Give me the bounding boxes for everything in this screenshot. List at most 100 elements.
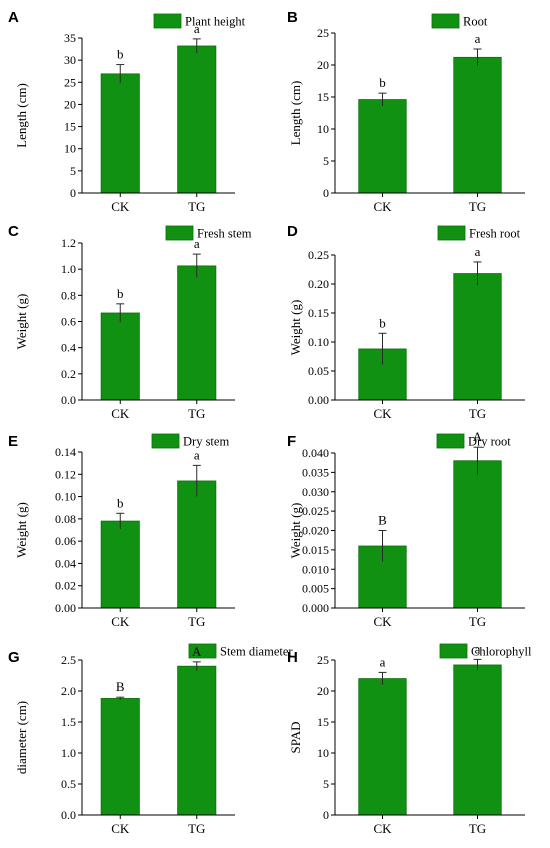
legend-label: Fresh root xyxy=(469,227,521,241)
y-tick-label: 0.4 xyxy=(61,341,76,355)
bar-tg xyxy=(177,45,217,194)
chart-panel-c: C Fresh stem b CK a TG 0.0 0.2 0.4 0.6 0.8 1.0 1.2 We… xyxy=(8,223,252,421)
chart-panel-e: E Dry stem b CK a TG 0.00 0.02 0.04 0.06 0.08 0.10 0… xyxy=(8,433,235,629)
y-tick-label: 5 xyxy=(323,154,329,168)
y-tick-label: 0.05 xyxy=(308,364,329,378)
significance-label: b xyxy=(379,315,386,330)
x-tick-label: CK xyxy=(373,199,392,214)
x-tick-label: TG xyxy=(188,406,205,421)
legend-swatch xyxy=(165,225,194,241)
significance-label: b xyxy=(117,495,124,510)
chart-panel-a: A Plant height b CK a TG 0 5 10 15 20 25 30 35 Length … xyxy=(8,9,246,214)
y-tick-label: 0.010 xyxy=(302,562,329,576)
y-tick-label: 1.5 xyxy=(61,715,76,729)
panel-letter: F xyxy=(287,433,296,450)
y-axis-title: Weight (g) xyxy=(288,503,303,559)
panel-letter: G xyxy=(8,649,20,666)
y-tick-label: 0.035 xyxy=(302,465,329,479)
y-tick-label: 0.00 xyxy=(55,601,76,615)
significance-label: A xyxy=(473,429,483,444)
x-tick-label: TG xyxy=(469,614,486,629)
x-tick-label: CK xyxy=(111,821,130,836)
legend-swatch xyxy=(439,643,468,659)
y-axis-title: Weight (g) xyxy=(14,502,29,558)
y-tick-label: 0 xyxy=(70,186,76,200)
panel-letter: E xyxy=(8,433,18,450)
bar-tg xyxy=(453,56,502,194)
legend-swatch xyxy=(153,13,182,29)
bar-ck xyxy=(358,99,407,194)
x-tick-label: CK xyxy=(373,406,392,421)
significance-label: B xyxy=(378,513,387,528)
y-tick-label: 0.06 xyxy=(55,534,76,548)
y-tick-label: 1.2 xyxy=(61,236,76,250)
legend-swatch xyxy=(436,433,465,449)
significance-label: a xyxy=(475,641,481,656)
x-tick-label: TG xyxy=(469,406,486,421)
y-tick-label: 20 xyxy=(317,684,329,698)
y-tick-label: 0.15 xyxy=(308,306,329,320)
bar-tg xyxy=(177,480,217,609)
y-tick-label: 30 xyxy=(64,53,76,67)
y-tick-label: 0.6 xyxy=(61,315,76,329)
x-tick-label: TG xyxy=(188,199,205,214)
y-tick-label: 5 xyxy=(70,164,76,178)
chart-panel-f: F Dry root B CK A TG 0.000 0.005 0.010 0.015 0.020… xyxy=(287,429,525,629)
y-axis-title: SPAD xyxy=(288,721,303,753)
y-axis-title: diameter (cm) xyxy=(14,701,29,774)
y-axis-title: Weight (g) xyxy=(288,300,303,356)
significance-label: A xyxy=(192,644,202,659)
y-tick-label: 0.14 xyxy=(55,445,76,459)
legend-swatch xyxy=(151,433,180,449)
y-axis-title: Length (cm) xyxy=(14,83,29,148)
panel-letter: B xyxy=(287,9,298,26)
y-tick-label: 0.040 xyxy=(302,446,329,460)
y-tick-label: 0.2 xyxy=(61,367,76,381)
panel-letter: A xyxy=(8,9,19,26)
x-tick-label: TG xyxy=(188,821,205,836)
y-tick-label: 2.0 xyxy=(61,684,76,698)
significance-label: B xyxy=(116,679,125,694)
chart-panel-b: B Root b CK a TG 0 5 10 15 20 25 Length (cm) xyxy=(287,9,525,214)
x-tick-label: CK xyxy=(373,821,392,836)
y-tick-label: 1.0 xyxy=(61,746,76,760)
y-axis-title: Length (cm) xyxy=(288,81,303,146)
y-tick-label: 0.04 xyxy=(55,556,76,570)
bar-ck xyxy=(100,698,140,816)
legend-label: Dry stem xyxy=(183,435,229,449)
y-tick-label: 2.5 xyxy=(61,653,76,667)
y-tick-label: 0.08 xyxy=(55,512,76,526)
bar-tg xyxy=(453,273,502,401)
y-tick-label: 0.0 xyxy=(61,393,76,407)
chart-panel-d: D Fresh root b CK a TG 0.00 0.05 0.10 0.15 0.20 0.2… xyxy=(287,223,525,421)
y-tick-label: 15 xyxy=(317,90,329,104)
y-tick-label: 5 xyxy=(323,777,329,791)
y-tick-label: 25 xyxy=(317,26,329,40)
legend-label: Root xyxy=(463,15,488,29)
y-tick-label: 15 xyxy=(317,715,329,729)
legend-label: Chlorophyll xyxy=(471,645,532,659)
significance-label: a xyxy=(194,447,200,462)
x-tick-label: CK xyxy=(111,406,130,421)
bar-tg xyxy=(177,665,217,816)
y-tick-label: 10 xyxy=(317,746,329,760)
y-tick-label: 20 xyxy=(317,58,329,72)
x-tick-label: TG xyxy=(469,821,486,836)
bar-tg xyxy=(453,460,502,609)
bar-tg xyxy=(177,265,217,401)
panel-letter: H xyxy=(287,649,298,666)
chart-panel-g: G Stem diameter B CK A TG 0.0 0.5 1.0 1.5 2.0 2.5 di… xyxy=(8,643,293,836)
y-axis-title: Weight (g) xyxy=(14,294,29,350)
x-tick-label: TG xyxy=(188,614,205,629)
panel-letter: C xyxy=(8,223,19,240)
y-tick-label: 1.0 xyxy=(61,262,76,276)
y-tick-label: 0.10 xyxy=(308,335,329,349)
y-tick-label: 0.005 xyxy=(302,582,329,596)
bar-ck xyxy=(358,678,407,816)
y-tick-label: 0.025 xyxy=(302,504,329,518)
y-tick-label: 0.02 xyxy=(55,579,76,593)
significance-label: b xyxy=(117,47,124,62)
bar-ck xyxy=(100,312,140,401)
y-tick-label: 0.5 xyxy=(61,777,76,791)
